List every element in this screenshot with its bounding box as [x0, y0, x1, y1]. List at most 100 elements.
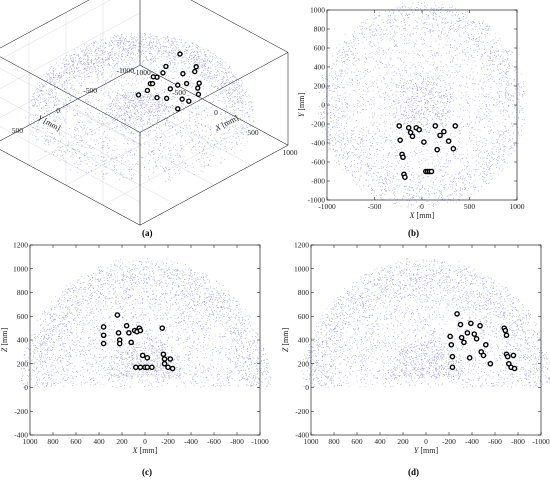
y-tick-label: -600	[311, 158, 325, 167]
marker-point	[150, 74, 157, 80]
axis-box-edge	[0, 0, 90, 49]
marker-point	[396, 123, 403, 129]
marker-point	[160, 351, 167, 358]
panel-label-c: (c)	[142, 467, 152, 477]
marker-point	[116, 340, 123, 347]
x-tick-label: -200	[442, 437, 456, 446]
marker-point	[402, 174, 408, 180]
point-cloud-dots	[301, 258, 550, 388]
grid-line	[28, 125, 178, 206]
marker-point	[421, 139, 427, 145]
marker-point	[163, 95, 170, 102]
marker-point	[454, 311, 460, 317]
marker-point	[159, 325, 166, 331]
marker-point	[504, 353, 511, 360]
axis-box-edge	[139, 144, 289, 226]
point-cloud-dots	[318, 2, 527, 209]
marker-point	[409, 133, 416, 140]
marker-point	[195, 85, 201, 91]
marker-point	[161, 356, 168, 362]
y-tick-label: 800	[17, 288, 29, 297]
x-tick-label: 1000	[283, 148, 298, 157]
grid-line	[0, 97, 141, 174]
panel-a-3d-plot: -1000-50005001000-1000-50005001000050010…	[0, 0, 298, 226]
x-tick-label: 400	[93, 437, 105, 446]
x-tick-label: 0	[143, 437, 147, 446]
x-tick-label: 200	[116, 437, 128, 446]
y-tick-label: 1200	[13, 241, 28, 250]
x-axis-label: X [mm]	[409, 211, 435, 220]
x-tick-label: 200	[397, 437, 409, 446]
y-axis-label: Z [mm]	[0, 328, 9, 353]
marker-point	[196, 80, 202, 86]
y-axis-label: Y [mm]	[36, 113, 62, 132]
x-tick-label: 1000	[304, 437, 319, 446]
panel-d-side-view: 1000 800 600 400 200 0 -200 -400 -600 -800 -1000 -4…	[281, 241, 550, 455]
marker-point	[510, 352, 517, 359]
y-tick-label: 200	[17, 359, 29, 368]
marker-point	[502, 327, 509, 334]
y-tick-label: 1000	[13, 264, 28, 273]
marker-point	[128, 339, 134, 346]
marker-point	[405, 125, 412, 131]
y-tick-label: -200	[14, 407, 28, 416]
marker-point	[144, 355, 151, 361]
marker-point	[175, 106, 181, 112]
point-cloud-dots	[25, 32, 255, 182]
y-tick-label: 200	[298, 359, 310, 368]
y-tick-label: 600	[314, 44, 326, 53]
marker-point	[503, 332, 510, 339]
x-tick-label: -800	[511, 437, 525, 446]
y-tick-label: 0	[24, 383, 28, 392]
x-tick-label: -600	[207, 437, 221, 446]
axis-box-edge	[0, 149, 141, 226]
x-tick-label: 600	[351, 437, 363, 446]
y-tick-label: 0	[56, 106, 60, 115]
marker-point	[126, 330, 132, 336]
plot-frame	[326, 9, 518, 201]
y-tick-label: -800	[311, 177, 325, 186]
y-tick-label: -400	[311, 139, 325, 148]
grid-line	[0, 0, 111, 60]
plot-frame	[29, 244, 261, 436]
y-tick-label: 400	[298, 336, 310, 345]
y-tick-label: 600	[17, 312, 29, 321]
x-tick-label: 500	[464, 202, 476, 211]
panel-c-front-view: 1000 800 600 400 200 0 -200 -400 -600 -800 -1000 -4…	[0, 241, 272, 455]
marker-point	[464, 330, 471, 336]
marker-point	[434, 146, 441, 153]
marker-point	[511, 365, 518, 372]
marker-point	[473, 336, 480, 342]
panel-label-d: (d)	[408, 467, 419, 477]
x-tick-label: 800	[47, 437, 59, 446]
y-tick-label: 1000	[310, 6, 325, 15]
axis-box-edge	[139, 52, 289, 133]
marker-point	[471, 331, 478, 337]
y-tick-label: -200	[295, 407, 309, 416]
y-axis-label: Z [mm]	[281, 328, 290, 353]
y-tick-label: -1000	[308, 196, 326, 205]
marker-point	[114, 312, 121, 318]
marker-point	[137, 327, 144, 334]
y-tick-label: -400	[295, 431, 309, 440]
grid-line	[0, 68, 141, 145]
marker-point	[100, 332, 107, 339]
x-tick-label: 800	[328, 437, 340, 446]
marker-point	[100, 324, 107, 330]
y-tick-label: 600	[298, 312, 310, 321]
panel-label-a: (a)	[142, 228, 153, 238]
point-cloud-dots	[19, 258, 272, 388]
grid-line	[0, 149, 141, 226]
x-tick-label: -400	[465, 437, 479, 446]
y-tick-label: -400	[14, 431, 28, 440]
y-tick-label: -1000	[117, 66, 135, 75]
x-tick-label: -600	[488, 437, 502, 446]
x-tick-label: -1000	[133, 68, 151, 77]
x-tick-label: 1000	[510, 202, 525, 211]
x-tick-label: -800	[230, 437, 244, 446]
grid-line	[102, 125, 252, 206]
plot-frame	[310, 244, 542, 436]
marker-point	[445, 138, 452, 144]
y-tick-label: 800	[314, 25, 326, 34]
